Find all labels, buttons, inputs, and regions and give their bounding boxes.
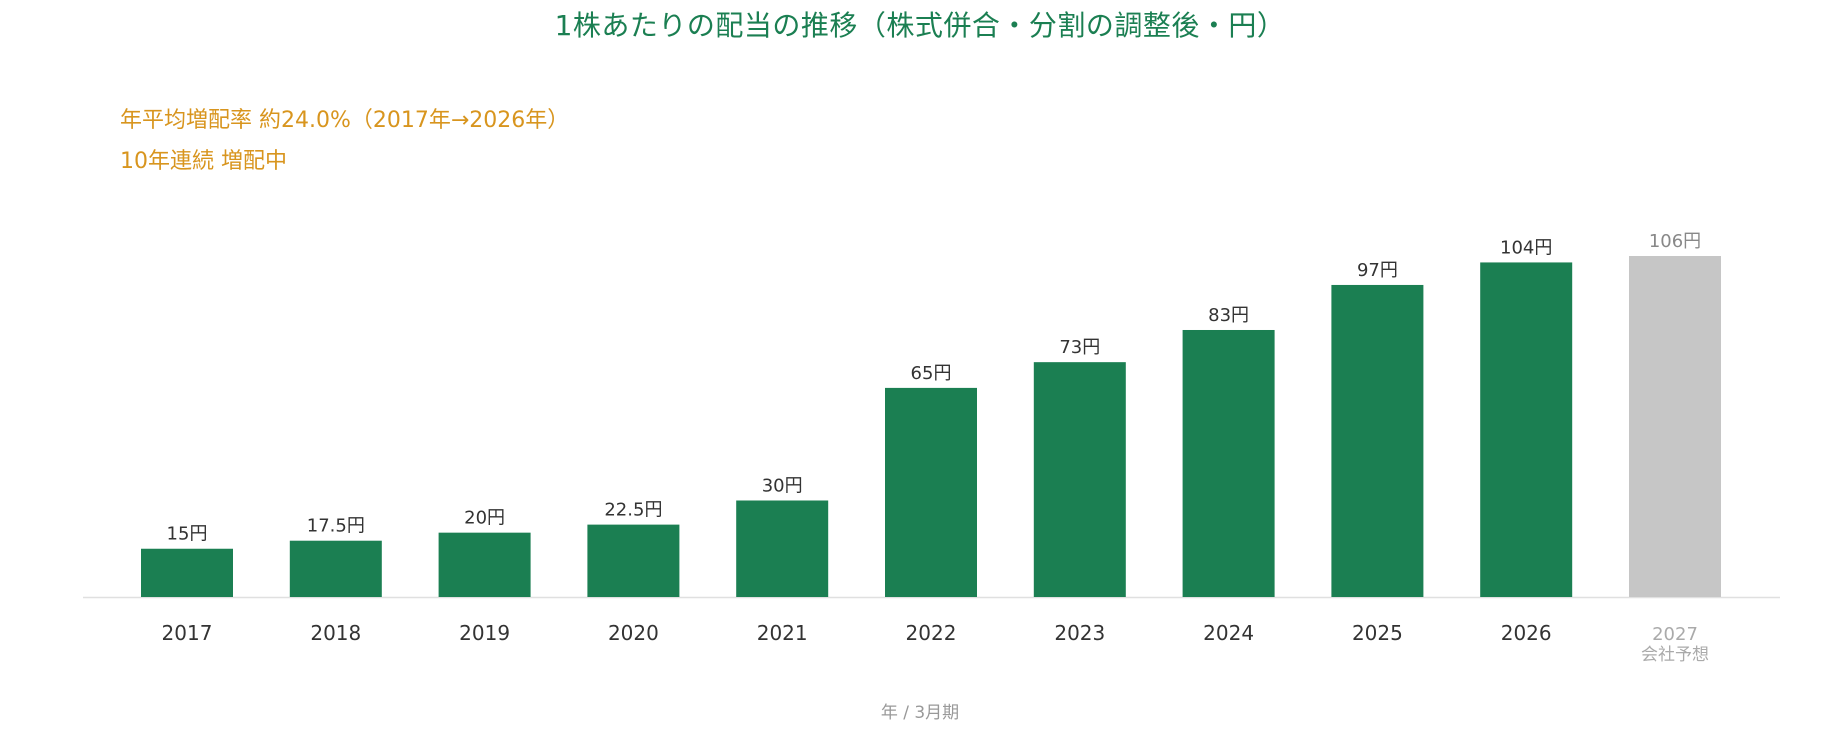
x-tick-label-2022: 2022 xyxy=(906,621,957,645)
bar-2025 xyxy=(1331,284,1424,597)
chart-title: 1株あたりの配当の推移（株式併合・分割の調整後・円） xyxy=(554,9,1286,42)
x-tick-label-2017: 2017 xyxy=(162,621,213,645)
x-tick-sublabel-2027: 会社予想 xyxy=(1641,645,1709,665)
x-tick-label-2025: 2025 xyxy=(1352,621,1403,645)
growth-rate-note: 年平均増配率 約24.0%（2017年→2026年） xyxy=(120,108,570,133)
x-axis-label: 年 / 3月期 xyxy=(880,703,960,723)
bar-2020 xyxy=(587,524,680,597)
data-label-2025: 97円 xyxy=(1357,260,1398,281)
x-tick-label-2018: 2018 xyxy=(310,621,361,645)
data-label-2018: 17.5円 xyxy=(307,516,365,537)
x-tick-label-2024: 2024 xyxy=(1203,621,1254,645)
x-tick-label-2020: 2020 xyxy=(608,621,659,645)
x-tick-label-2023: 2023 xyxy=(1054,621,1105,645)
bar-2026 xyxy=(1480,262,1573,597)
bar-2019 xyxy=(438,532,531,597)
data-label-2026: 104円 xyxy=(1500,237,1552,258)
x-tick-label-2019: 2019 xyxy=(459,621,510,645)
data-label-2020: 22.5円 xyxy=(604,500,662,521)
data-label-2017: 15円 xyxy=(167,524,208,545)
forecast-bar-2027 xyxy=(1629,256,1721,597)
x-tick-label-2026: 2026 xyxy=(1501,621,1552,645)
data-label-2027: 106円 xyxy=(1649,231,1701,252)
bar-2021 xyxy=(736,500,829,597)
bar-2022 xyxy=(885,387,977,597)
data-label-2019: 20円 xyxy=(464,508,505,529)
x-tick-label-2021: 2021 xyxy=(757,621,808,645)
bar-2024 xyxy=(1182,329,1275,597)
x-tick-label-2027: 2027 xyxy=(1652,624,1698,645)
data-label-2024: 83円 xyxy=(1208,305,1249,326)
consecutive-increase-note: 10年連続 増配中 xyxy=(120,149,287,174)
bar-2023 xyxy=(1033,362,1126,597)
bar-2018 xyxy=(289,540,382,597)
data-label-2023: 73円 xyxy=(1059,337,1100,358)
data-label-2021: 30円 xyxy=(762,475,803,496)
bar-2017 xyxy=(141,548,233,597)
data-label-2022: 65円 xyxy=(911,363,952,384)
